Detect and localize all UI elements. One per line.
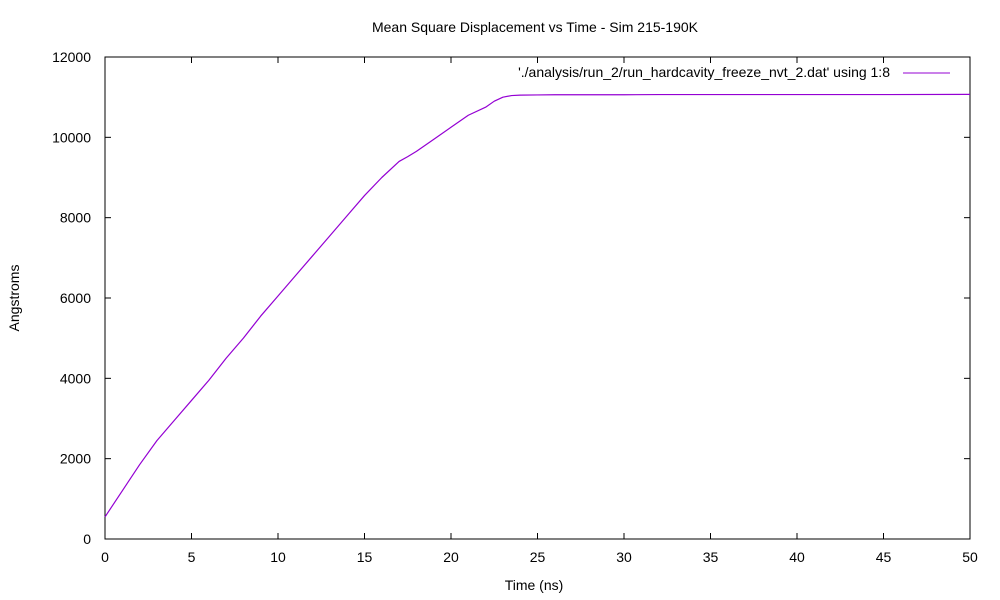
y-tick-label: 8000 (60, 210, 91, 226)
series-layer (104, 93, 971, 518)
x-tick-label: 0 (101, 549, 109, 565)
y-tick-label: 2000 (60, 451, 91, 467)
y-tick-label: 10000 (52, 129, 91, 145)
plot-frame (104, 56, 971, 540)
x-tick-label: 20 (443, 549, 459, 565)
x-tick-label: 15 (357, 549, 373, 565)
x-tick-label: 35 (703, 549, 719, 565)
x-tick-label: 25 (530, 549, 546, 565)
y-tick-label: 0 (83, 531, 91, 547)
chart-title: Mean Square Displacement vs Time - Sim 2… (372, 19, 699, 35)
y-tick-label: 4000 (60, 370, 91, 386)
x-tick-label: 30 (616, 549, 632, 565)
series-line (104, 93, 971, 518)
x-axis-label: Time (ns) (505, 577, 564, 593)
axis-ticks: 0 5 10 15 20 25 30 35 40 45 50 0 2000 4000 6000 8000 100… (52, 49, 978, 565)
x-tick-label: 40 (789, 549, 805, 565)
y-tick-label: 6000 (60, 290, 91, 306)
y-tick-label: 12000 (52, 49, 91, 65)
x-tick-label: 45 (876, 549, 892, 565)
legend: './analysis/run_2/run_hardcavity_freeze_… (518, 64, 950, 80)
x-tick-label: 50 (962, 549, 978, 565)
x-tick-label: 10 (270, 549, 286, 565)
y-axis-label: Angstroms (6, 265, 22, 332)
x-tick-label: 5 (188, 549, 196, 565)
legend-label: './analysis/run_2/run_hardcavity_freeze_… (518, 64, 890, 80)
